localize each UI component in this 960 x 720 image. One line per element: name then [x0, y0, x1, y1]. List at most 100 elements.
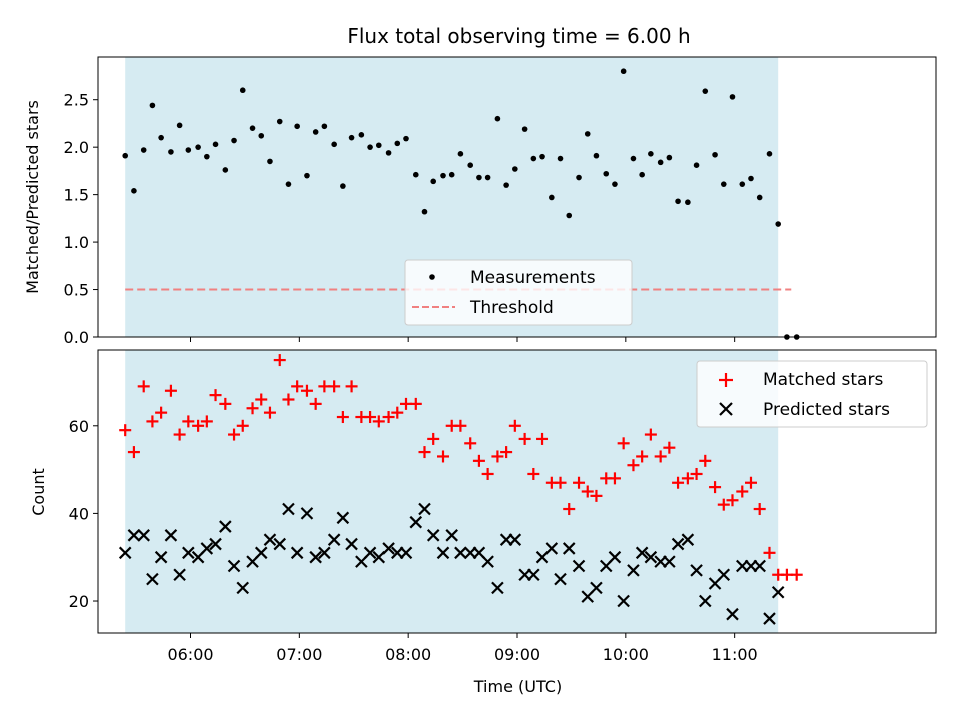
predicted-star-point: [146, 572, 159, 586]
predicted-star-point: [426, 529, 440, 542]
predicted-star-point: [436, 546, 450, 560]
matched-star-point: [372, 415, 385, 428]
count-y-tick-label: 40: [69, 504, 89, 523]
measurement-point: [539, 153, 545, 160]
ratio-plot-frame: [97, 56, 937, 338]
measurement-point: [685, 199, 691, 206]
matched-star-point: [573, 476, 586, 489]
matched-star-point: [409, 397, 422, 410]
predicted-star-point: [590, 581, 603, 595]
matched-star-point: [382, 411, 395, 424]
measurement-point: [195, 144, 201, 150]
predicted-star-point: [282, 502, 295, 516]
matched-star-point: [155, 406, 168, 419]
predicted-star-point: [173, 568, 186, 582]
measurement-point: [140, 147, 147, 153]
matched-star-point: [709, 481, 722, 494]
matched-star-point: [753, 503, 766, 516]
matched-star-point: [581, 485, 594, 498]
measurement-point: [748, 175, 754, 182]
predicted-star-point: [771, 585, 785, 599]
ratio-y-tick-label: 1.5: [64, 186, 89, 205]
matched-star-point: [726, 494, 739, 507]
count-panel: 20 40 60 06:00 07:00 08:00 09:00 10:00 11:00 Co…: [29, 349, 937, 696]
measurement-point: [530, 155, 537, 162]
matched-star-point: [209, 389, 222, 402]
predicted-star-point: [481, 555, 494, 568]
measurement-point: [122, 152, 129, 159]
matched-star-point: [263, 406, 276, 419]
matched-star-point: [518, 432, 531, 445]
matched-star-point: [127, 446, 140, 459]
predicted-star-point: [363, 546, 377, 560]
matched-star-point: [636, 450, 649, 463]
measurement-point: [720, 181, 727, 187]
matched-star-point: [418, 446, 431, 459]
count-x-tick-label: 10:00: [603, 645, 649, 664]
measurement-point: [657, 159, 664, 166]
predicted-star-point: [200, 542, 214, 555]
matched-star-point: [119, 424, 132, 437]
matched-star-point: [228, 428, 241, 441]
legend-threshold-label: Threshold: [469, 298, 554, 318]
count-legend: Matched stars Predicted stars: [696, 360, 928, 428]
matched-star-point: [644, 428, 657, 441]
measurement-point: [476, 174, 482, 181]
matched-star-point: [744, 476, 757, 489]
predicted-star-point: [118, 546, 132, 560]
matched-star-point: [137, 380, 150, 393]
measurement-point: [630, 155, 637, 162]
measurement-point: [693, 162, 700, 169]
measurement-point: [448, 171, 455, 178]
measurement-point: [312, 129, 319, 135]
matched-star-point: [464, 437, 477, 450]
measurement-point: [358, 132, 365, 138]
predicted-star-point: [572, 559, 586, 573]
measurement-point: [484, 174, 491, 181]
measurement-point: [149, 102, 156, 109]
predicted-star-point: [491, 581, 504, 595]
measurement-point: [512, 166, 518, 172]
matched-star-point: [364, 411, 377, 424]
legend-measurements-label: Measurements: [470, 268, 596, 288]
count-x-tick-label: 07:00: [276, 645, 322, 664]
predicted-star-point: [254, 546, 268, 560]
legend-predicted-marker: [719, 402, 733, 416]
measurement-point: [385, 150, 392, 156]
measurement-point: [375, 142, 382, 149]
predicted-star-point: [154, 550, 168, 564]
predicted-star-point: [644, 550, 658, 564]
measurement-point: [521, 126, 528, 132]
matched-star-point: [200, 415, 213, 428]
measurement-point: [294, 123, 300, 130]
predicted-star-point: [726, 607, 739, 621]
count-y-axis-label: Count: [29, 468, 48, 516]
matched-star-point: [590, 489, 603, 502]
count-x-tick-label: 11:00: [712, 645, 758, 664]
matched-star-point: [790, 568, 803, 581]
measurement-point: [576, 174, 582, 181]
measurement-point: [204, 153, 210, 160]
measurement-point: [648, 151, 654, 157]
measurement-point: [457, 151, 464, 157]
measurement-point: [675, 198, 681, 205]
ratio-y-tick-label: 0.5: [64, 281, 89, 300]
chart-title: Flux total observing time = 6.00 h: [347, 24, 690, 48]
predicted-star-point: [290, 546, 304, 560]
predicted-star-point: [617, 594, 630, 608]
measurement-point: [267, 158, 273, 165]
predicted-star-point: [336, 511, 350, 525]
measurement-point: [176, 122, 183, 129]
x-axis-label: Time (UTC): [473, 677, 562, 696]
ratio-y-tick-label: 1.0: [64, 233, 89, 252]
matched-star-point: [300, 384, 313, 397]
measurement-point: [276, 118, 283, 125]
predicted-star-point: [527, 568, 540, 582]
predicted-star-point: [263, 533, 277, 546]
measurement-point: [285, 181, 292, 187]
measurement-point: [739, 181, 746, 187]
matched-star-point: [699, 454, 712, 467]
predicted-star-point: [182, 546, 195, 560]
predicted-star-point: [418, 502, 431, 516]
